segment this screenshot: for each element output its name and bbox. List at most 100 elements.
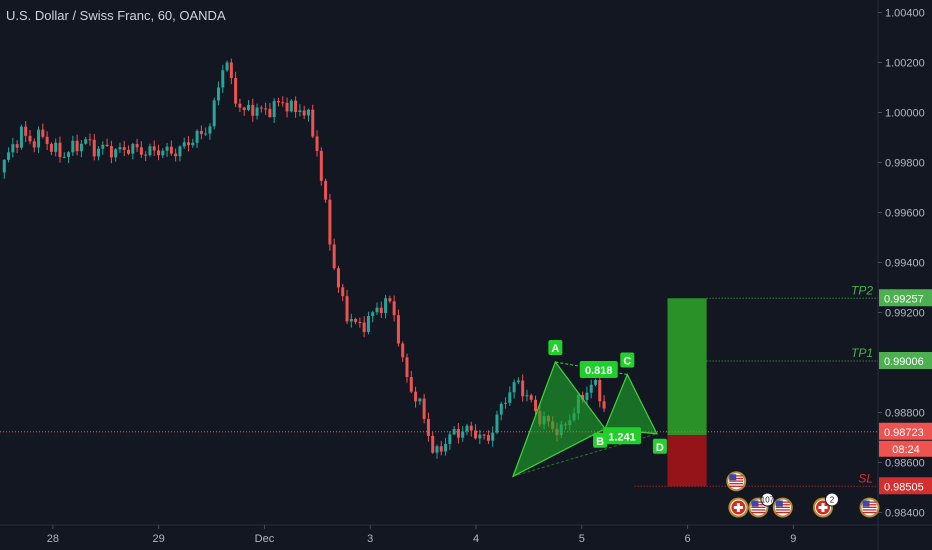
y-tick-label: 1.00200 [885, 58, 925, 70]
pattern-triangle-xab [511, 360, 606, 478]
level-name-sl: SL [858, 471, 873, 485]
y-tick-label: 0.98400 [885, 508, 925, 520]
candle-body [67, 152, 71, 157]
us-stripe [862, 511, 877, 514]
candle-body [444, 443, 448, 452]
pattern-ratio-label: 0.818 [579, 361, 618, 378]
candle-body [234, 77, 238, 104]
candle-body [388, 298, 392, 302]
candle-body [486, 435, 490, 441]
candle-body [238, 103, 242, 108]
candle-body [187, 142, 191, 146]
candle-body [328, 199, 332, 245]
pattern-point-a: A [548, 340, 563, 355]
candle-body [422, 398, 426, 419]
candle-body [165, 146, 169, 151]
candle-body [289, 100, 293, 112]
candle-body [272, 101, 276, 118]
x-tick-label: 5 [579, 533, 585, 545]
candle-body [581, 395, 585, 400]
candle-body [212, 100, 216, 127]
us-stripe [862, 506, 877, 508]
y-tick-label: 0.98800 [885, 408, 925, 420]
badge-count-text: 107 [761, 496, 775, 505]
candle-body [92, 139, 96, 157]
candle-body [521, 380, 525, 397]
candle-body [426, 418, 430, 436]
candle-body [602, 401, 606, 409]
pattern-point-c: C [620, 352, 635, 368]
event-badge-us-flag[interactable] [859, 497, 880, 518]
event-badge-swiss-flag[interactable] [728, 497, 749, 518]
ratio-label-bg [579, 361, 618, 378]
event-badge-us-flag[interactable] [726, 471, 747, 492]
level-name-tp1: TP1 [851, 346, 873, 360]
x-tick-label: 3 [367, 533, 373, 545]
candle-body [294, 100, 298, 112]
candle-body [101, 144, 105, 149]
candle-body [11, 144, 15, 153]
candle-body [268, 108, 272, 118]
candle-body [148, 146, 152, 155]
candle-body [585, 392, 589, 400]
candle-body [135, 144, 139, 148]
candle-body [409, 377, 413, 392]
candle-body [225, 62, 229, 71]
us-flag-canton [775, 500, 783, 507]
event-badge-us-flag[interactable]: 107 [748, 492, 775, 518]
candle-body [435, 446, 439, 453]
candle-body [169, 146, 173, 154]
candle-body [79, 143, 83, 152]
candle-body [341, 287, 345, 297]
event-badge-us-flag[interactable] [772, 497, 793, 518]
candle-body [139, 147, 143, 155]
candle-body [439, 446, 443, 452]
y-tick-label: 0.98600 [885, 458, 925, 470]
us-stripe [775, 511, 790, 514]
candle-body [62, 156, 66, 158]
pattern-point-d: D [652, 438, 667, 454]
countdown-text: 08:24 [892, 444, 920, 456]
us-stripe [775, 509, 790, 511]
candle-body [58, 142, 62, 157]
ratio-label-text: 0.818 [585, 365, 613, 377]
candle-body [109, 146, 113, 158]
candle-body [32, 141, 36, 148]
candle-body [251, 104, 255, 116]
candle-body [221, 70, 225, 88]
y-tick-label: 1.00000 [885, 108, 925, 120]
point-label-bg [620, 352, 635, 368]
candle-body [195, 130, 199, 143]
candle-body [401, 343, 405, 358]
y-tick-label: 0.99800 [885, 158, 925, 170]
candle-body [28, 135, 32, 142]
candle-body [474, 430, 478, 439]
price-label-tp2: 0.99257 [879, 289, 932, 307]
candle-body [589, 384, 593, 393]
candle-body [157, 150, 161, 156]
candle-body [414, 391, 418, 402]
candle-body [315, 136, 319, 151]
candle-body [216, 87, 220, 101]
candle-body [461, 431, 465, 438]
candle-body [84, 139, 88, 144]
us-stripe [751, 506, 766, 508]
chart-title: U.S. Dollar / Swiss Franc, 60, OANDA [6, 8, 226, 23]
candle-body [469, 425, 473, 431]
point-label-text: D [656, 442, 664, 454]
price-label-text: 0.99257 [884, 293, 924, 305]
point-label-bg [652, 438, 667, 454]
event-badge-swiss-flag[interactable]: 2 [812, 492, 839, 518]
candle-body [161, 150, 165, 156]
candle-body [281, 102, 285, 104]
countdown-label: 08:24 [879, 440, 932, 457]
y-tick-label: 1.00400 [885, 8, 925, 20]
x-tick-label: 29 [153, 533, 165, 545]
pattern-ratio-label: 1.241 [603, 427, 642, 445]
pattern-triangle-bcd [604, 373, 658, 435]
price-label-text: 0.98723 [884, 427, 924, 439]
y-tick-label: 0.99600 [885, 208, 925, 220]
candle-body [178, 146, 182, 157]
us-stripe [729, 480, 744, 482]
